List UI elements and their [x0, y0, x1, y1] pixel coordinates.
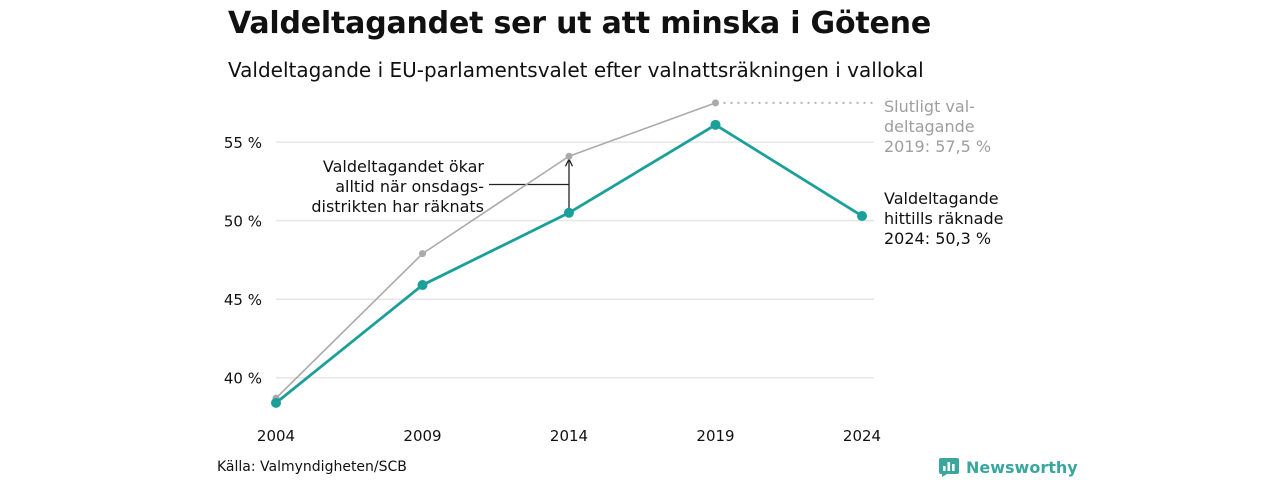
increase-note: Valdeltagandet ökar alltid när onsdags- …	[240, 157, 484, 217]
final-turnout-note: Slutligt val- deltagande 2019: 57,5 %	[884, 97, 991, 157]
x-axis-ticks: 2004 2009 2014 2019 2024	[257, 427, 881, 445]
final-turnout-point	[419, 250, 426, 258]
increase-note-line-2: alltid när onsdags-	[335, 177, 484, 196]
x-tick-label: 2014	[550, 427, 588, 445]
chart-subtitle: Valdeltagande i EU-parlamentsvalet efter…	[228, 58, 924, 82]
current-turnout-note: Valdeltagande hittills räknade 2024: 50,…	[884, 189, 1003, 249]
brand-name: Newsworthy	[966, 457, 1078, 477]
final-turnout-point	[712, 99, 719, 107]
current-note-line-2: hittills räknade	[884, 209, 1004, 228]
x-tick-label: 2024	[843, 427, 881, 445]
current-note-line-1: Valdeltagande	[884, 189, 999, 208]
y-tick-label: 50 %	[224, 213, 262, 231]
election-night-turnout-point	[564, 207, 574, 218]
x-tick-label: 2009	[403, 427, 441, 445]
y-tick-label: 45 %	[224, 291, 262, 309]
final-turnout-point	[565, 152, 573, 160]
election-night-turnout-point	[857, 210, 867, 221]
gridlines	[276, 141, 874, 379]
final-note-line-1: Slutligt val-	[884, 97, 975, 116]
final-turnout-line	[275, 102, 716, 399]
bar-chart-icon	[939, 458, 959, 477]
source-credit: Källa: Valmyndigheten/SCB	[217, 459, 407, 475]
election-night-turnout-point	[710, 119, 721, 130]
y-tick-label: 40 %	[224, 370, 262, 388]
election-night-turnout-point	[417, 280, 428, 291]
current-note-line-3: 2024: 50,3 %	[884, 229, 992, 248]
final-note-line-2: deltagande	[884, 117, 975, 136]
election-night-turnout-point	[271, 397, 281, 408]
increase-note-line-3: distrikten har räknats	[311, 197, 484, 216]
annotation-lines	[489, 101, 874, 209]
final-note-line-3: 2019: 57,5 %	[884, 137, 992, 156]
y-tick-label: 55 %	[224, 134, 262, 152]
brand-logo: Newsworthy	[938, 456, 1078, 478]
x-tick-label: 2004	[257, 427, 295, 445]
y-axis-ticks: 40 % 45 % 50 % 55 %	[224, 134, 262, 388]
x-tick-label: 2019	[696, 427, 734, 445]
chart-title: Valdeltagandet ser ut att minska i Göten…	[228, 6, 931, 41]
series	[271, 99, 867, 408]
increase-note-line-1: Valdeltagandet ökar	[322, 157, 484, 176]
